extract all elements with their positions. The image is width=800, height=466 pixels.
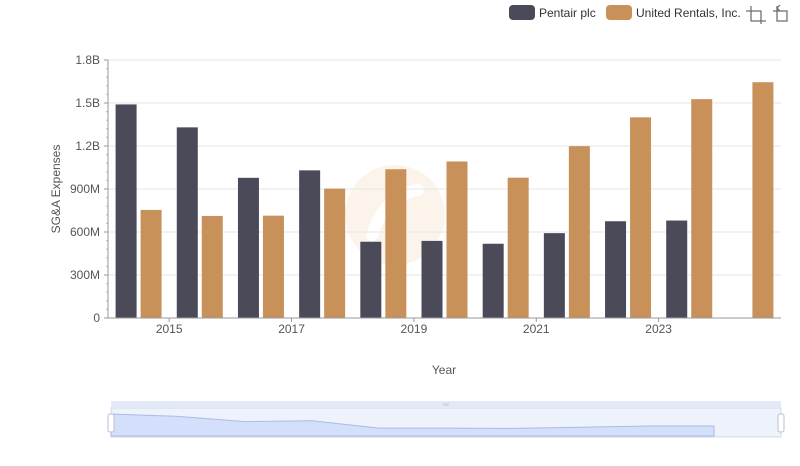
y-tick-label: 300M	[70, 268, 100, 282]
bar-united-rentals-2017[interactable]	[324, 188, 346, 318]
bar-pentair-2016[interactable]	[237, 177, 259, 318]
bar-pentair-2020[interactable]	[482, 243, 504, 318]
bar-united-rentals-2022[interactable]	[630, 117, 652, 318]
range-slider-right-handle[interactable]	[777, 413, 785, 433]
range-slider-preview	[110, 413, 715, 437]
bar-united-rentals-2015[interactable]	[201, 215, 223, 318]
y-tick-label: 0	[93, 311, 100, 325]
bar-pentair-2018[interactable]	[360, 241, 382, 318]
bar-united-rentals-2020[interactable]	[507, 177, 529, 318]
legend: Pentair plc United Rentals, Inc.	[509, 5, 741, 20]
y-axis-title: SG&A Expenses	[49, 145, 63, 234]
bar-united-rentals-2014[interactable]	[140, 209, 162, 318]
legend-label-united-rentals: United Rentals, Inc.	[636, 6, 741, 20]
legend-swatch-pentair	[509, 5, 535, 20]
bar-pentair-2023[interactable]	[666, 220, 688, 318]
y-tick-label: 600M	[70, 225, 100, 239]
axes: 0 300M 600M 900M 1.2B 1.5B 1.8B 2015 2017 2019 202…	[70, 53, 781, 336]
x-tick-label: 2017	[278, 322, 305, 336]
bar-united-rentals-2016[interactable]	[262, 215, 284, 318]
bar-pentair-2015[interactable]	[176, 127, 198, 318]
x-axis-title: Year	[432, 363, 456, 377]
zoom-icon[interactable]	[746, 6, 766, 24]
range-slider-left-handle[interactable]	[107, 413, 115, 433]
legend-swatch-united-rentals	[606, 5, 632, 20]
bar-pentair-2014[interactable]	[115, 104, 137, 318]
legend-item-united-rentals[interactable]: United Rentals, Inc.	[606, 5, 741, 20]
bar-pentair-2021[interactable]	[543, 233, 565, 318]
bar-pentair-2017[interactable]	[299, 170, 321, 318]
bar-united-rentals-2018[interactable]	[385, 169, 407, 318]
x-tick-label: 2019	[401, 322, 428, 336]
y-tick-label: 1.8B	[75, 53, 100, 67]
bar-united-rentals-2019[interactable]	[446, 161, 468, 318]
legend-label-pentair: Pentair plc	[539, 6, 596, 20]
range-slider[interactable]	[107, 401, 785, 438]
legend-item-pentair[interactable]: Pentair plc	[509, 5, 596, 20]
x-tick-label: 2021	[523, 322, 550, 336]
bar-united-rentals-2021[interactable]	[568, 146, 590, 318]
y-tick-label: 1.5B	[75, 96, 100, 110]
bar-pentair-2022[interactable]	[605, 221, 627, 318]
bars	[115, 82, 774, 318]
x-tick-label: 2015	[156, 322, 183, 336]
range-slider-grip-icon	[443, 403, 449, 406]
bar-pentair-2019[interactable]	[421, 240, 443, 318]
x-tick-label: 2023	[645, 322, 672, 336]
y-tick-label: 900M	[70, 182, 100, 196]
y-tick-label: 1.2B	[75, 139, 100, 153]
bar-united-rentals-2024[interactable]	[752, 82, 774, 318]
bar-united-rentals-2023[interactable]	[691, 99, 713, 318]
reset-zoom-icon[interactable]	[773, 4, 788, 22]
